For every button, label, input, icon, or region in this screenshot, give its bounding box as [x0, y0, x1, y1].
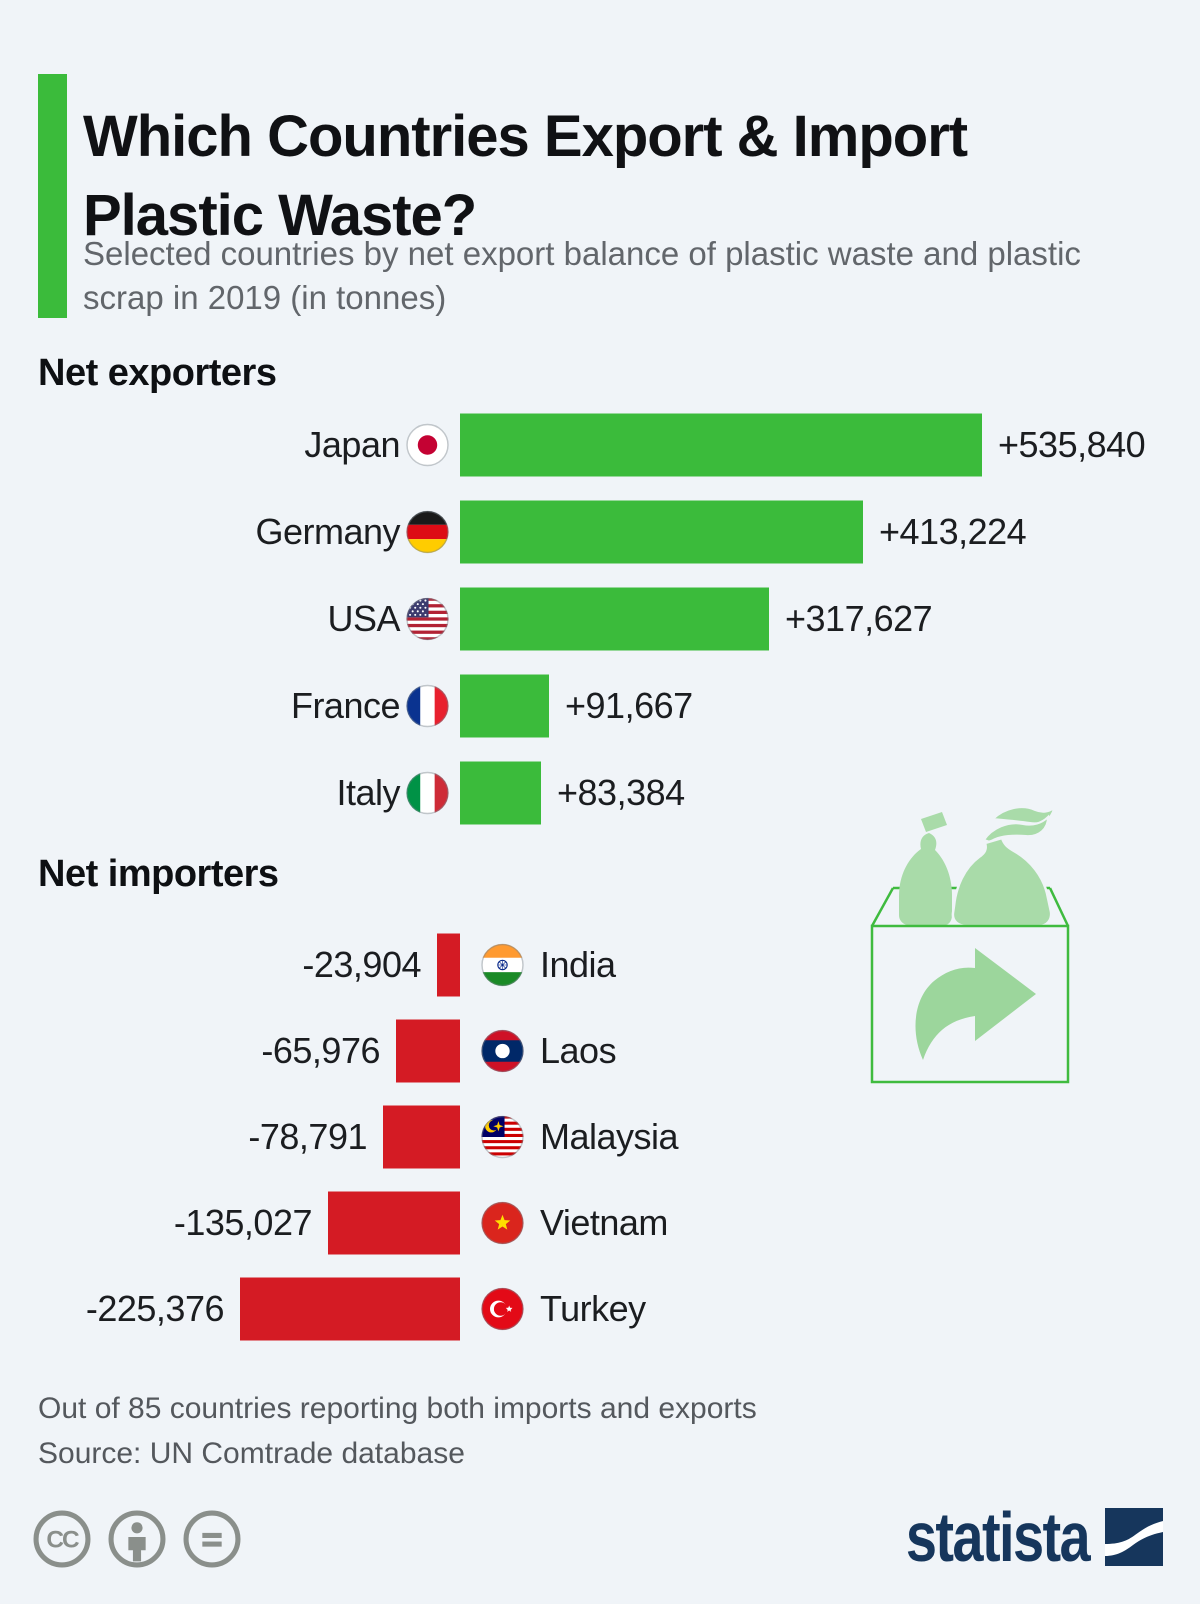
- no-derivatives-icon: [183, 1510, 241, 1573]
- importer-value-label-vietnam: -135,027: [173, 1202, 313, 1243]
- exporter-row-japan: Japan +535,840: [0, 401, 1200, 488]
- cc-license-icons: CC: [33, 1510, 241, 1573]
- source-note: Source: UN Comtrade database: [38, 1437, 465, 1470]
- exporter-bar-france: [460, 674, 549, 737]
- page-title: Which Countries Export & Import Plastic …: [83, 103, 968, 248]
- importer-country-label-laos: Laos: [540, 1030, 617, 1071]
- statista-wordmark: statista: [905, 1498, 1091, 1576]
- flag-japan-icon: [406, 423, 449, 466]
- flag-vietnam-icon: [481, 1201, 524, 1245]
- importer-bar-india: [437, 933, 460, 997]
- exporter-country-label-france: France: [290, 684, 401, 726]
- exporter-row-italy: Italy +83,384: [0, 749, 1200, 836]
- importer-value-label-laos: -65,976: [261, 1030, 380, 1071]
- net-importers-chart: -23,904 India -65,976 Laos -78,791 Malay…: [0, 922, 1200, 1352]
- exporter-value-label-japan: +535,840: [998, 423, 1146, 465]
- importer-value-label-turkey: -225,376: [85, 1288, 225, 1329]
- exporter-country-label-italy: Italy: [336, 771, 400, 813]
- net-exporters-heading: Net exporters: [38, 352, 277, 394]
- cc-icon: CC: [33, 1510, 91, 1573]
- exporter-row-france: France +91,667: [0, 662, 1200, 749]
- importer-bar-vietnam: [328, 1191, 460, 1255]
- importer-bar-turkey: [240, 1277, 460, 1341]
- importer-row-laos: -65,976 Laos: [0, 1008, 1200, 1094]
- exporter-bar-japan: [460, 413, 982, 476]
- exporter-bar-germany: [460, 500, 863, 563]
- net-importers-heading: Net importers: [38, 853, 279, 895]
- importer-row-vietnam: -135,027 Vietnam: [0, 1180, 1200, 1266]
- page-subtitle: Selected countries by net export balance…: [83, 235, 1081, 316]
- arrow-right-icon: [915, 948, 1036, 1060]
- importer-row-turkey: -225,376 Turkey: [0, 1266, 1200, 1352]
- net-exporters-chart: Japan +535,840 Germany +413,224 USA +317…: [0, 401, 1200, 836]
- flag-italy-icon: [406, 771, 449, 814]
- importer-country-label-india: India: [540, 944, 616, 985]
- svg-text:CC: CC: [46, 1527, 79, 1554]
- exporter-row-germany: Germany +413,224: [0, 488, 1200, 575]
- exporter-value-label-usa: +317,627: [785, 597, 933, 639]
- exporter-country-label-usa: USA: [327, 597, 400, 639]
- importer-country-label-vietnam: Vietnam: [540, 1202, 668, 1243]
- flag-turkey-icon: [481, 1287, 524, 1331]
- flag-india-icon: [481, 943, 524, 987]
- importer-row-india: -23,904 India: [0, 922, 1200, 1008]
- flag-malaysia-icon: [481, 1115, 524, 1159]
- exporter-value-label-france: +91,667: [565, 684, 693, 726]
- statista-logo-icon: [1105, 1508, 1163, 1566]
- importer-value-label-india: -23,904: [302, 944, 421, 985]
- exporter-bar-usa: [460, 587, 769, 650]
- exporter-value-label-italy: +83,384: [557, 771, 685, 813]
- footnote: Out of 85 countries reporting both impor…: [38, 1392, 757, 1425]
- title-accent-bar: [38, 74, 67, 318]
- exporter-value-label-germany: +413,224: [879, 510, 1027, 552]
- flag-usa-icon: [406, 597, 449, 640]
- importer-country-label-malaysia: Malaysia: [540, 1116, 679, 1157]
- flag-france-icon: [406, 684, 449, 727]
- attribution-icon: [108, 1510, 166, 1573]
- importer-value-label-malaysia: -78,791: [248, 1116, 367, 1157]
- importer-bar-malaysia: [383, 1105, 460, 1169]
- importer-country-label-turkey: Turkey: [540, 1288, 646, 1329]
- exporter-country-label-japan: Japan: [304, 423, 400, 465]
- plastic-waste-box-illustration: [870, 805, 1070, 1084]
- flag-germany-icon: [406, 510, 449, 553]
- importer-row-malaysia: -78,791 Malaysia: [0, 1094, 1200, 1180]
- importer-bar-laos: [396, 1019, 460, 1083]
- flag-laos-icon: [481, 1029, 524, 1073]
- exporter-bar-italy: [460, 761, 541, 824]
- exporter-row-usa: USA +317,627: [0, 575, 1200, 662]
- exporter-country-label-germany: Germany: [255, 510, 400, 552]
